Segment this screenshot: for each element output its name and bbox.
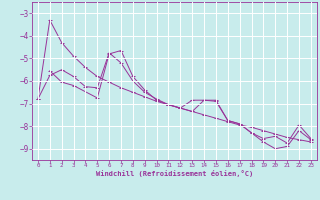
X-axis label: Windchill (Refroidissement éolien,°C): Windchill (Refroidissement éolien,°C)	[96, 170, 253, 177]
